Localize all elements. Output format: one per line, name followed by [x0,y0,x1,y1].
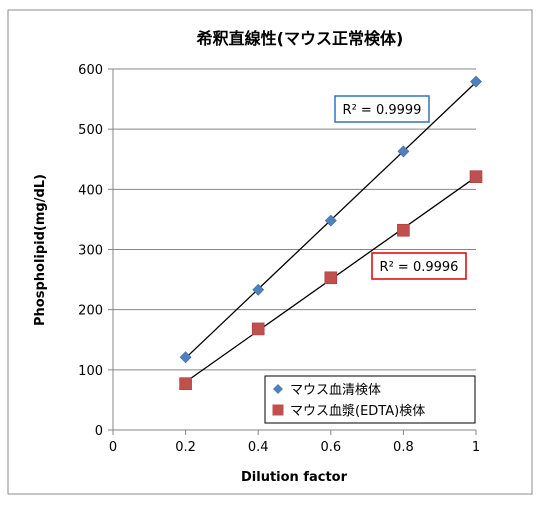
axes [108,68,477,435]
data-point-square [324,271,338,285]
y-tick-label: 0 [95,424,103,439]
data-point-diamond [470,75,482,88]
data-point-diamond [324,214,337,227]
y-tick-label: 500 [78,123,103,138]
legend-label: マウス血清検体 [290,383,381,398]
y-axis-title: Phospholipid(mg/dL) [33,174,48,326]
gridlines [113,68,476,371]
legend-marker-square [272,404,284,416]
legend-marker-diamond [273,384,283,394]
r2-labels: R² = 0.9999 R² = 0.9996 [334,95,467,280]
r2-label-text: R² = 0.9996 [380,260,459,275]
y-tick-label: 100 [78,364,103,379]
data-point-diamond [252,283,265,296]
data-point-square [469,170,483,183]
r2-label-box [371,252,467,280]
tick-labels: 0 100 200 300 400 500 600 0 0.2 0.4 0.6 0.8 1 [78,63,480,455]
y-tick-label: 400 [78,183,103,198]
legend-box [264,375,476,424]
y-tick-label: 200 [78,304,103,319]
x-tick-label: 0.6 [320,440,341,455]
data-point-diamond [397,145,410,158]
chart-title: 希釈直線性(マウス正常検体) [197,29,404,48]
x-tick-label: 1 [472,440,480,455]
x-axis-title: Dilution factor [241,470,348,485]
y-tick-label: 300 [78,244,103,259]
r2-label-box [334,95,430,123]
x-tick-label: 0.2 [175,440,196,455]
x-tick-label: 0.4 [248,440,269,455]
y-tick-label: 600 [78,63,103,78]
data-point-square [251,322,265,336]
data-point-square [179,377,192,390]
x-tick-label: 0 [109,440,117,455]
r2-label-text: R² = 0.9999 [343,103,422,118]
data-point-diamond [179,351,192,364]
legend-label: マウス血漿(EDTA)検体 [290,404,425,419]
x-tick-label: 0.8 [393,440,414,455]
data-point-square [397,223,410,237]
data-markers [179,75,483,390]
